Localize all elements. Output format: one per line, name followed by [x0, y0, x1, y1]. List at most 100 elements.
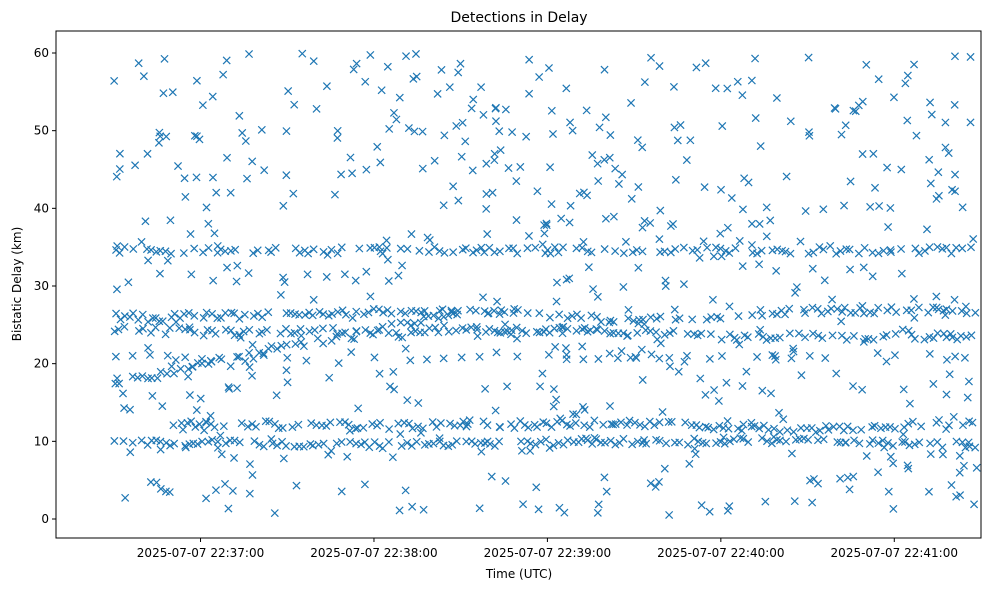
data-point	[562, 350, 571, 359]
data-point	[202, 418, 211, 427]
data-point	[705, 354, 714, 363]
data-point	[948, 185, 957, 194]
data-point	[842, 335, 851, 344]
data-point	[389, 108, 398, 117]
data-point	[595, 123, 604, 132]
data-point	[419, 505, 428, 514]
data-point	[290, 328, 299, 337]
data-point	[702, 315, 711, 324]
data-point	[548, 129, 558, 139]
data-point	[180, 174, 189, 183]
data-point	[785, 304, 794, 313]
data-point	[298, 49, 307, 58]
data-point	[910, 60, 919, 69]
data-point	[682, 156, 691, 165]
data-point	[768, 246, 777, 255]
data-point	[613, 354, 622, 363]
data-point	[412, 437, 421, 446]
data-point	[731, 244, 740, 253]
x-axis: 2025-07-07 22:37:00 2025-07-07 22:38:00 20…	[137, 538, 958, 560]
data-point	[226, 362, 235, 371]
data-point	[646, 313, 655, 322]
data-point	[449, 182, 458, 191]
data-point	[449, 248, 458, 257]
data-point	[865, 439, 874, 448]
data-point	[307, 419, 316, 428]
data-point	[547, 106, 556, 115]
data-point	[144, 256, 153, 265]
data-point	[212, 188, 221, 197]
data-point	[272, 391, 281, 400]
data-point	[501, 477, 510, 486]
data-point	[327, 446, 336, 455]
data-point	[520, 420, 529, 430]
data-point	[292, 481, 301, 490]
data-point	[605, 318, 614, 327]
data-point	[821, 421, 831, 430]
data-point	[808, 498, 817, 507]
data-point	[401, 344, 410, 353]
data-point	[278, 423, 287, 432]
data-point	[134, 59, 143, 68]
data-point	[490, 156, 499, 165]
data-point	[359, 423, 368, 432]
data-point	[647, 350, 656, 359]
data-point	[858, 301, 867, 310]
data-point	[208, 92, 217, 101]
data-point	[507, 330, 516, 339]
data-point	[837, 130, 846, 139]
data-point	[322, 82, 331, 91]
data-point	[452, 121, 461, 130]
data-point	[472, 322, 481, 331]
data-point	[397, 441, 406, 450]
data-point	[868, 272, 877, 281]
data-point	[542, 435, 551, 444]
data-point	[903, 461, 912, 470]
data-point	[143, 149, 152, 158]
data-point	[789, 344, 798, 353]
data-point	[309, 57, 318, 66]
data-point	[347, 348, 356, 357]
data-point	[757, 434, 767, 443]
data-point	[204, 219, 213, 228]
data-point	[359, 310, 368, 319]
data-point	[138, 324, 148, 333]
data-point	[949, 412, 958, 421]
data-point	[725, 248, 734, 258]
data-point	[402, 52, 411, 61]
data-point	[579, 237, 588, 246]
data-point	[711, 84, 720, 93]
data-point	[264, 308, 273, 317]
data-point	[914, 303, 923, 312]
data-point	[748, 311, 757, 320]
data-point	[660, 247, 669, 256]
data-point	[723, 84, 732, 93]
data-point	[808, 264, 817, 273]
data-point	[842, 245, 851, 254]
data-point	[471, 306, 480, 315]
data-point	[461, 137, 470, 146]
data-point	[148, 391, 157, 400]
data-point	[279, 454, 288, 463]
data-point	[340, 270, 349, 279]
data-point	[966, 52, 975, 61]
data-point	[889, 93, 898, 102]
data-point	[273, 441, 282, 450]
data-point	[638, 223, 647, 232]
data-point	[158, 317, 167, 326]
data-point	[192, 406, 201, 415]
data-point	[420, 306, 429, 315]
data-point	[384, 276, 393, 286]
data-point	[373, 142, 382, 151]
data-point	[161, 247, 170, 256]
data-point	[385, 425, 394, 434]
data-point	[841, 121, 850, 130]
data-point	[758, 386, 767, 395]
data-point	[716, 229, 725, 238]
data-point	[533, 187, 542, 196]
data-point	[805, 351, 814, 360]
data-point	[413, 422, 423, 431]
data-point	[775, 427, 784, 436]
data-point	[434, 314, 443, 323]
data-point	[634, 182, 643, 192]
